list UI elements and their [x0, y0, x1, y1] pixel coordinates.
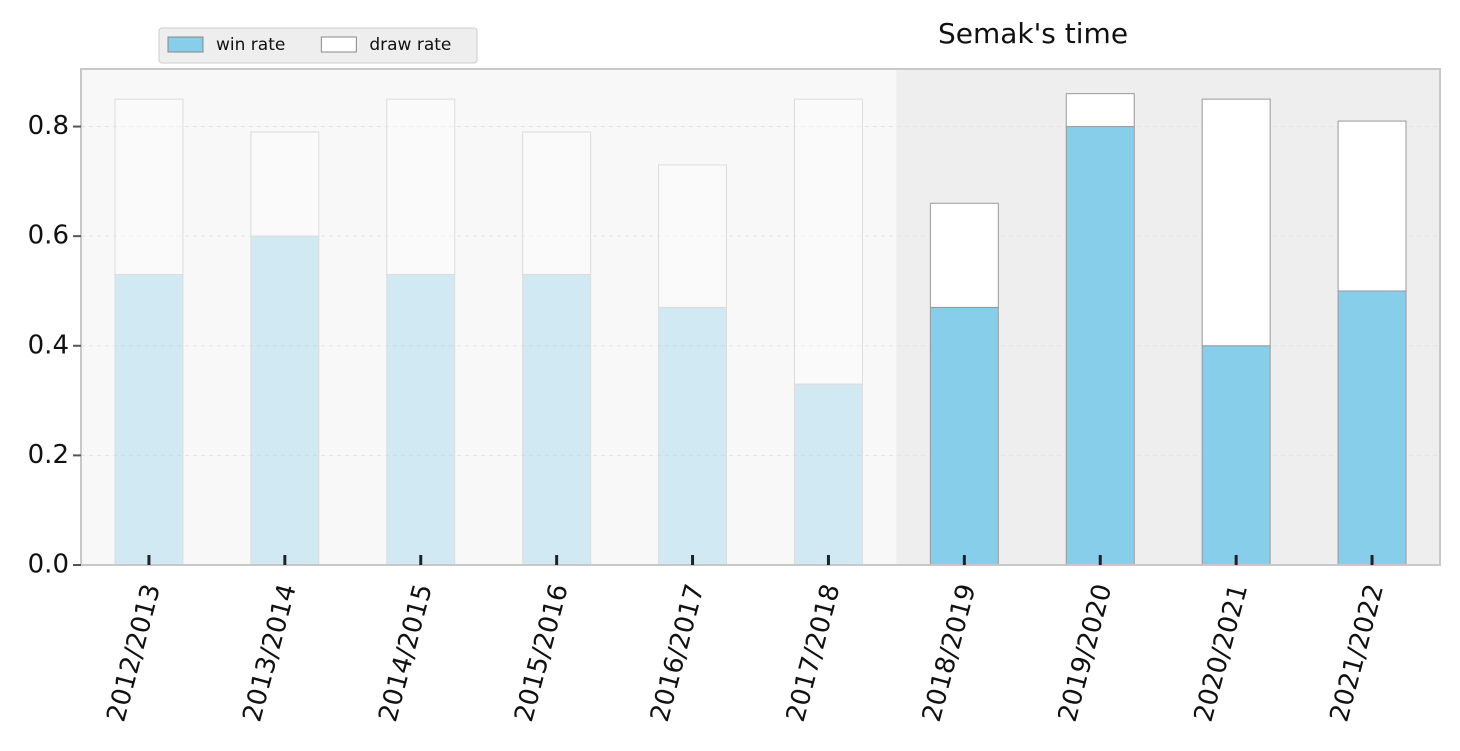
annotation: Semak's time — [938, 17, 1128, 50]
x-tick-label: 2014/2015 — [373, 581, 438, 725]
legend-label: draw rate — [369, 35, 451, 55]
x-tick-label: 2012/2013 — [101, 581, 166, 725]
bar-segment — [1065, 126, 1135, 566]
bar-segment — [386, 98, 456, 276]
bar-segment — [386, 274, 456, 566]
y-tick-label: 0.2 — [28, 440, 69, 470]
bar-segment — [793, 383, 863, 566]
legend-label: win rate — [216, 35, 285, 55]
bar-segment — [250, 131, 320, 237]
y-tick-label: 0.0 — [28, 550, 69, 580]
bar-segment — [522, 131, 592, 276]
bar-segment — [1337, 290, 1407, 566]
bar-segment — [929, 202, 999, 308]
bar-segment — [658, 306, 728, 566]
bar-segment — [114, 98, 184, 276]
x-tick-label: 2018/2019 — [917, 581, 982, 725]
bar-segment — [250, 235, 320, 566]
legend-swatch — [167, 36, 204, 53]
bar-segment — [658, 164, 728, 308]
y-tick-label: 0.4 — [28, 330, 69, 360]
x-tick-label: 2013/2014 — [237, 581, 302, 725]
x-tick-label: 2017/2018 — [781, 581, 846, 725]
x-tick-label: 2016/2017 — [645, 581, 710, 725]
x-tick-label: 2020/2021 — [1189, 581, 1254, 725]
x-tick-label: 2015/2016 — [509, 581, 574, 725]
bar-segment — [1201, 98, 1271, 347]
y-tick-label: 0.8 — [28, 111, 69, 141]
bar-segment — [929, 306, 999, 566]
y-tick-label: 0.6 — [28, 221, 69, 251]
bar-segment — [1065, 93, 1135, 128]
legend-box — [158, 27, 478, 64]
x-tick-label: 2019/2020 — [1053, 581, 1118, 725]
bar-segment — [1201, 345, 1271, 566]
bar-segment — [793, 98, 863, 385]
bar-segment — [1337, 120, 1407, 292]
bar-segment — [522, 274, 592, 566]
x-tick-label: 2021/2022 — [1325, 581, 1390, 725]
legend-swatch — [320, 36, 357, 53]
plot-frame — [80, 68, 1441, 566]
bar-segment — [114, 274, 184, 566]
